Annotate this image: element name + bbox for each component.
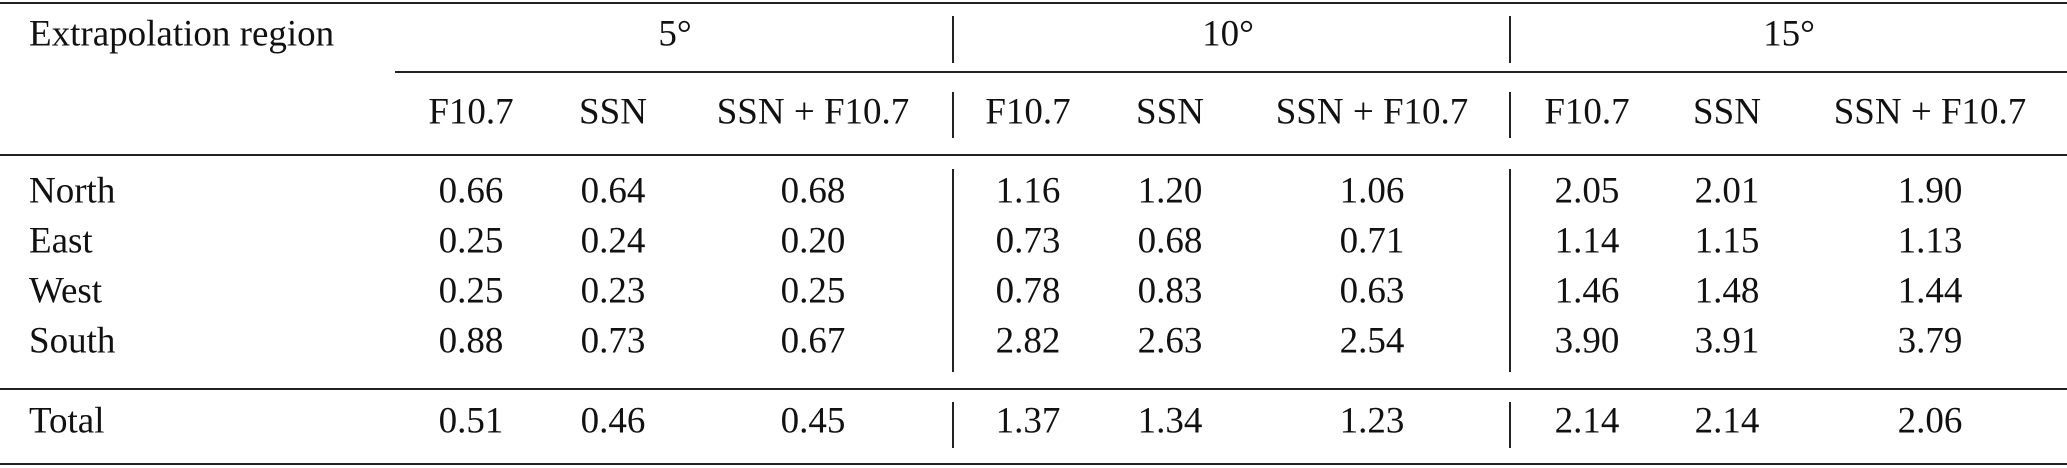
group-header: 10° — [1202, 13, 1254, 54]
cell: 1.14 — [1555, 220, 1620, 261]
row-label: South — [29, 320, 116, 361]
cell: 1.23 — [1340, 400, 1405, 441]
cell: 3.79 — [1898, 320, 1963, 361]
cell: 1.13 — [1898, 220, 1963, 261]
cell: 2.14 — [1695, 400, 1760, 441]
group-header: 5° — [658, 13, 691, 54]
row-label: North — [29, 170, 116, 211]
row-label: Total — [29, 400, 105, 441]
cell: 1.44 — [1898, 270, 1963, 311]
cell: 0.46 — [581, 400, 646, 441]
cell: 1.37 — [996, 400, 1061, 441]
cell: 0.78 — [996, 270, 1061, 311]
cell: 1.15 — [1695, 220, 1760, 261]
cell: 3.90 — [1555, 320, 1620, 361]
cell: 1.16 — [996, 170, 1061, 211]
cell: 0.23 — [581, 270, 646, 311]
cell: 0.67 — [781, 320, 846, 361]
row-label: East — [29, 220, 93, 261]
cell: 2.54 — [1340, 320, 1405, 361]
cell: 1.90 — [1898, 170, 1963, 211]
cell: 2.63 — [1138, 320, 1203, 361]
cell: 0.63 — [1340, 270, 1405, 311]
cell: 3.91 — [1695, 320, 1760, 361]
cell: 0.83 — [1138, 270, 1203, 311]
cell: 0.51 — [439, 400, 504, 441]
cell: 0.20 — [781, 220, 846, 261]
cell: 1.46 — [1555, 270, 1620, 311]
column-header: SSN — [579, 91, 647, 132]
cell: 0.25 — [439, 270, 504, 311]
column-header: F10.7 — [1544, 91, 1629, 132]
column-header: F10.7 — [428, 91, 513, 132]
cell: 0.64 — [581, 170, 646, 211]
cell: 1.48 — [1695, 270, 1760, 311]
column-header: SSN + F10.7 — [1276, 91, 1469, 132]
group-header: 15° — [1763, 13, 1815, 54]
cell: 2.05 — [1555, 170, 1620, 211]
cell: 1.20 — [1138, 170, 1203, 211]
column-header: SSN + F10.7 — [1834, 91, 2027, 132]
cell: 0.88 — [439, 320, 504, 361]
cell: 0.71 — [1340, 220, 1405, 261]
column-header: SSN + F10.7 — [717, 91, 910, 132]
cell: 2.01 — [1695, 170, 1760, 211]
cell: 2.06 — [1898, 400, 1963, 441]
cell: 0.73 — [996, 220, 1061, 261]
column-header: SSN — [1693, 91, 1761, 132]
cell: 0.66 — [439, 170, 504, 211]
cell: 1.06 — [1340, 170, 1405, 211]
cell: 2.82 — [996, 320, 1061, 361]
cell: 0.24 — [581, 220, 646, 261]
cell: 0.25 — [439, 220, 504, 261]
cell: 0.45 — [781, 400, 846, 441]
row-label: West — [29, 270, 103, 311]
corner-header: Extrapolation region — [29, 13, 334, 54]
cell: 1.34 — [1138, 400, 1203, 441]
column-header: F10.7 — [985, 91, 1070, 132]
cell: 0.25 — [781, 270, 846, 311]
cell: 0.68 — [781, 170, 846, 211]
cell: 0.73 — [581, 320, 646, 361]
cell: 0.68 — [1138, 220, 1203, 261]
cell: 2.14 — [1555, 400, 1620, 441]
column-header: SSN — [1136, 91, 1204, 132]
